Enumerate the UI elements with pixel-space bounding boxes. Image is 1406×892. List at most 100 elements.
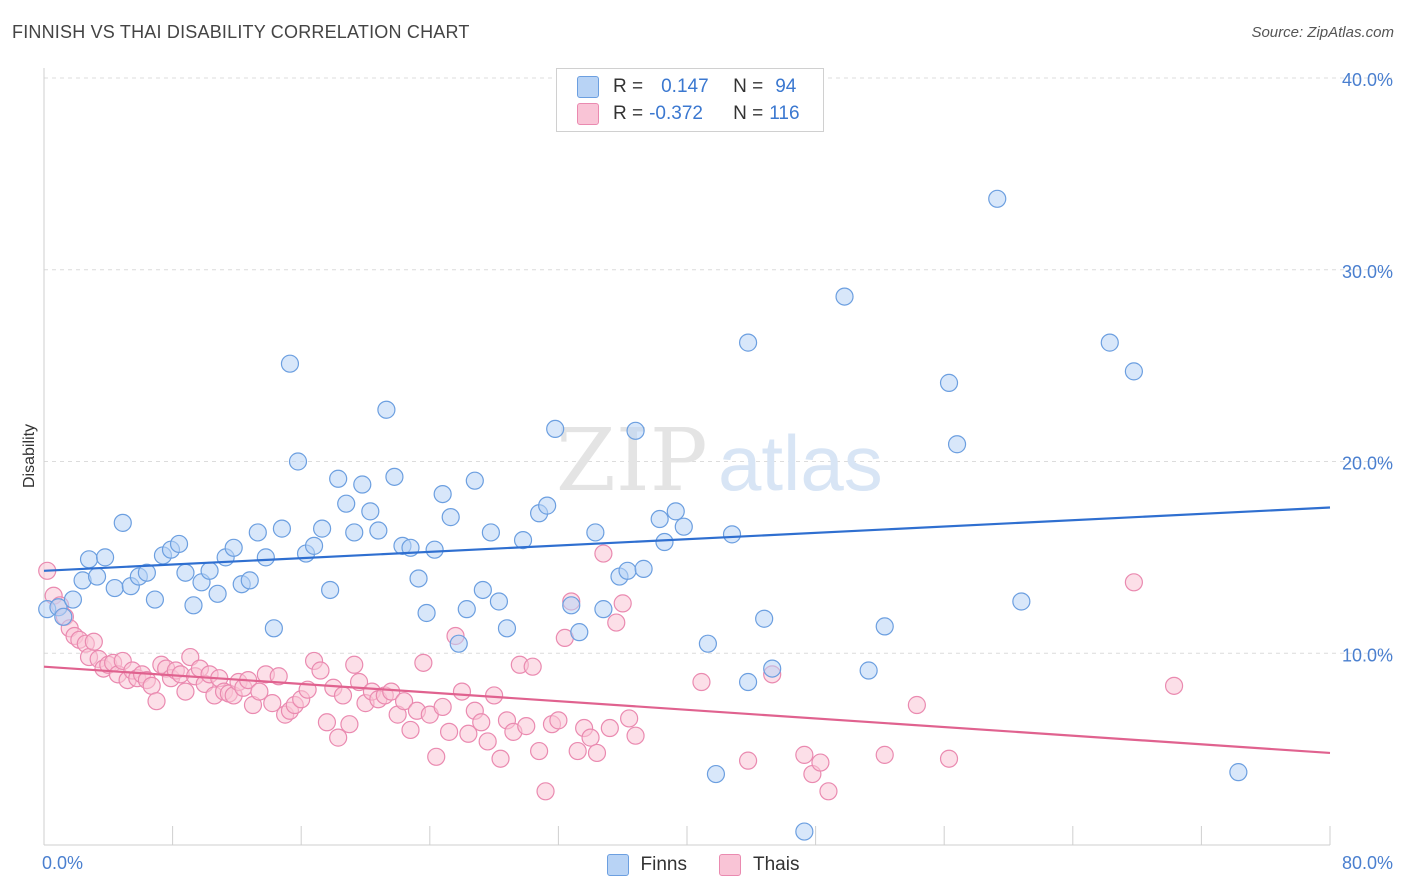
- watermark-atlas: atlas: [718, 419, 883, 507]
- thais-point-99: [600, 718, 619, 738]
- thais-point-105: [738, 751, 758, 770]
- thais-r-label: R =: [613, 103, 644, 124]
- finns-point-26: [248, 523, 267, 542]
- finns-point-65: [594, 600, 613, 619]
- thais-point-100: [607, 613, 626, 632]
- finns-point-56: [489, 592, 509, 611]
- finns-point-68: [626, 421, 645, 440]
- y-axis-label: Disability: [21, 424, 38, 488]
- x-tick-label-max: 80.0%: [1342, 853, 1393, 873]
- thais-point-112: [907, 695, 926, 715]
- thais-point-110: [819, 782, 838, 801]
- axes: [43, 68, 1331, 846]
- thais-point-67: [394, 692, 414, 711]
- finns-point-87: [988, 189, 1007, 208]
- thais-point-88: [530, 741, 549, 761]
- finns-point-81: [795, 822, 814, 841]
- thais-point-53: [311, 661, 330, 680]
- finns-point-57: [497, 619, 517, 638]
- thais-point-96: [581, 728, 600, 747]
- legend-row-finns: R = 0.147 N = 94: [577, 74, 796, 100]
- finns-point-46: [409, 569, 428, 588]
- thais-point-107: [795, 745, 814, 764]
- finns-point-3: [63, 590, 83, 609]
- finns-point-55: [481, 523, 500, 542]
- finns-point-49: [433, 484, 452, 504]
- grid-lines: [44, 77, 1392, 654]
- finns-point-71: [655, 532, 674, 552]
- finns-point-83: [859, 661, 878, 680]
- thais-point-46: [269, 667, 288, 686]
- thais-point-56: [329, 728, 348, 747]
- finns-point-2: [54, 607, 73, 626]
- thais-point-74: [439, 722, 459, 741]
- finns-point-52: [457, 600, 476, 619]
- watermark: ZIP atlas: [556, 411, 883, 511]
- thais-point-68: [401, 720, 420, 740]
- thais-point-45: [263, 694, 282, 713]
- thais-point-22: [147, 692, 166, 711]
- finns-point-12: [137, 563, 156, 582]
- finns-point-17: [176, 563, 195, 582]
- finns-point-72: [666, 502, 685, 521]
- finns-trend-line: [43, 506, 1331, 572]
- finns-point-90: [1124, 362, 1143, 381]
- thais-point-70: [414, 653, 433, 672]
- finns-point-91: [1229, 763, 1248, 782]
- finns-point-53: [465, 471, 484, 490]
- thais-r-value: -0.372: [649, 103, 703, 124]
- thais-point-111: [875, 745, 894, 764]
- thais-point-82: [491, 749, 510, 768]
- y-tick-label-2: 30.0%: [1342, 262, 1393, 282]
- thais-point-113: [939, 749, 959, 768]
- chart-title: FINNISH VS THAI DISABILITY CORRELATION C…: [12, 22, 470, 42]
- finns-point-64: [586, 523, 605, 542]
- finns-point-63: [570, 623, 589, 642]
- finns-point-8: [105, 578, 124, 598]
- finns-point-76: [722, 525, 742, 544]
- legend-label-thais: Thais: [753, 854, 800, 875]
- thais-point-54: [317, 713, 337, 732]
- thais-point-76: [452, 682, 472, 701]
- thais-point-57: [333, 686, 353, 705]
- thais-point-59: [345, 655, 364, 674]
- finns-point-69: [634, 559, 653, 578]
- finns-point-79: [755, 609, 774, 628]
- finns-point-77: [738, 333, 758, 352]
- y-tick-label-3: 40.0%: [1342, 70, 1393, 90]
- finns-point-85: [939, 373, 959, 392]
- thais-points: [38, 544, 1184, 801]
- finns-point-29: [272, 519, 292, 538]
- thais-point-28: [176, 682, 195, 701]
- thais-n-value: 116: [769, 103, 800, 124]
- finns-point-67: [618, 561, 637, 580]
- finns-point-16: [169, 534, 189, 554]
- thais-point-86: [517, 717, 536, 736]
- finns-n-value: 94: [775, 76, 797, 97]
- finns-point-7: [95, 548, 115, 567]
- thais-point-115: [1164, 676, 1184, 695]
- finns-point-41: [369, 521, 388, 540]
- legend-label-finns: Finns: [640, 854, 687, 875]
- finns-point-89: [1100, 333, 1119, 352]
- finns-point-13: [145, 590, 165, 609]
- finns-point-25: [240, 571, 259, 590]
- finns-point-82: [835, 287, 854, 306]
- thais-point-87: [523, 657, 542, 676]
- finns-point-47: [417, 603, 436, 623]
- legend-item-thais: Thais: [719, 854, 799, 876]
- finns-point-48: [425, 540, 444, 559]
- finns-point-35: [321, 580, 340, 600]
- finns-point-34: [312, 519, 332, 538]
- thais-point-79: [472, 713, 491, 732]
- finns-point-88: [1012, 592, 1031, 611]
- finns-point-60: [538, 496, 557, 515]
- finns-r-value: 0.147: [661, 76, 709, 97]
- thais-point-43: [250, 682, 269, 701]
- finns-point-42: [377, 400, 396, 419]
- thais-point-104: [692, 672, 711, 692]
- finns-point-73: [674, 517, 693, 536]
- thais-point-94: [568, 741, 587, 761]
- finns-point-43: [385, 467, 404, 486]
- finns-point-84: [875, 617, 894, 636]
